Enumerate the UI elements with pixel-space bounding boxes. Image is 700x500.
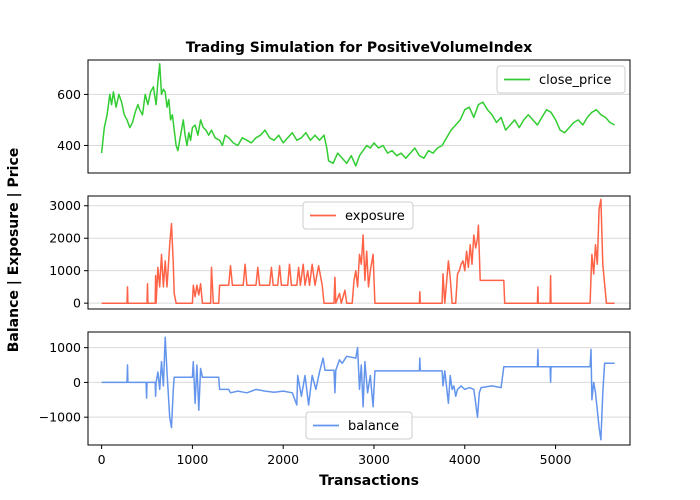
balance-legend: balance [305, 411, 413, 440]
chart-title: Trading Simulation for PositiveVolumeInd… [186, 40, 533, 56]
y-tick-label: 0 [73, 375, 81, 390]
legend-box [496, 65, 626, 94]
y-tick-label: 0 [73, 296, 81, 311]
legend-box [302, 201, 414, 230]
legend-label: exposure [345, 209, 405, 224]
x-tick-label: 2000 [267, 452, 299, 467]
legend-label: close_price [539, 73, 611, 88]
close_price-legend: close_price [496, 65, 626, 94]
y-tick-label: 1000 [49, 340, 81, 355]
price-panel: 400 600 close_price [57, 59, 631, 174]
balance-series-line [101, 336, 615, 441]
exposure-series-line [101, 198, 615, 304]
y-tick-label: 3000 [49, 198, 81, 213]
exposure-panel: 0 1000 2000 3000 exposure [49, 195, 631, 311]
axes-frame [87, 195, 631, 310]
axes-frame [87, 59, 631, 174]
x-tick-label: 0 [98, 452, 106, 467]
y-axis-label: Balance | Exposure | Price [6, 148, 22, 353]
x-tick-label: 5000 [540, 452, 572, 467]
x-tick-label: 3000 [358, 452, 390, 467]
x-axis: 0 1000 2000 3000 4000 5000 [98, 445, 572, 467]
balance-panel: −1000 0 1000 balance [39, 331, 631, 446]
x-axis-label: Transactions [319, 473, 419, 489]
exposure-legend: exposure [302, 201, 414, 230]
y-tick-label: 600 [57, 87, 81, 102]
axes-frame [87, 331, 631, 446]
legend-box [305, 411, 413, 440]
y-tick-label: 1000 [49, 263, 81, 278]
legend-label: balance [348, 419, 399, 434]
y-tick-label: −1000 [39, 410, 81, 425]
x-tick-label: 1000 [176, 452, 208, 467]
x-tick-label: 4000 [449, 452, 481, 467]
y-tick-label: 400 [57, 138, 81, 153]
y-tick-label: 2000 [49, 231, 81, 246]
close_price-series-line [100, 63, 615, 167]
